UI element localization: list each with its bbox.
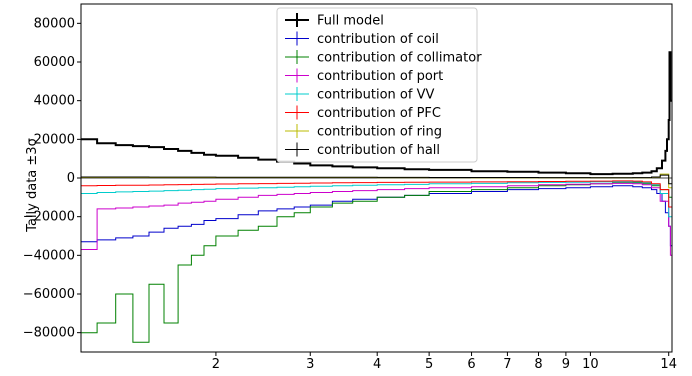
x-tick-label-5: 7 bbox=[503, 357, 511, 372]
y-tick-label-8: −80000 bbox=[23, 326, 75, 341]
y-tick-label-4: 0 bbox=[67, 171, 75, 186]
y-axis-label-group: Tally data ±3σ bbox=[25, 138, 40, 233]
legend: Full model contribution of coil contributi… bbox=[276, 7, 482, 163]
y-tick-label-3: 20000 bbox=[34, 132, 75, 147]
legend-entry-2: contribution of collimator bbox=[317, 51, 482, 66]
series-line-3 bbox=[81, 182, 672, 256]
x-tick-label-3: 5 bbox=[425, 357, 433, 372]
axes: 80000 60000 40000 20000 0 −20000 −40000 −60000 −… bbox=[23, 3, 677, 372]
y-tick-label-7: −60000 bbox=[23, 287, 75, 302]
series-line-1 bbox=[81, 185, 672, 247]
series-line-2 bbox=[81, 182, 672, 343]
y-tick-label-5: −20000 bbox=[23, 210, 75, 225]
series-line-0 bbox=[81, 51, 672, 176]
legend-entry-6: contribution of ring bbox=[317, 125, 442, 140]
x-tick-label-2: 4 bbox=[373, 357, 381, 372]
y-tick-label-0: 80000 bbox=[34, 16, 75, 31]
x-tick-label-0: 2 bbox=[212, 357, 220, 372]
y-axis-label: Tally data ±3σ bbox=[25, 138, 40, 233]
legend-entry-1: contribution of coil bbox=[317, 32, 439, 47]
series-line-7 bbox=[81, 174, 672, 185]
series-line-4 bbox=[81, 181, 672, 218]
x-tick-label-6: 8 bbox=[534, 357, 542, 372]
x-tick-label-9: 14 bbox=[660, 357, 677, 372]
x-tick-label-1: 3 bbox=[306, 357, 314, 372]
x-tick-label-8: 10 bbox=[582, 357, 599, 372]
legend-box bbox=[276, 7, 478, 163]
series-line-5 bbox=[81, 180, 672, 208]
legend-entry-7: contribution of hall bbox=[317, 143, 440, 158]
legend-entry-3: contribution of port bbox=[317, 69, 443, 84]
plot-area bbox=[81, 51, 672, 343]
legend-entry-0: Full model bbox=[317, 14, 384, 29]
y-tick-label-1: 60000 bbox=[34, 55, 75, 70]
legend-entry-4: contribution of VV bbox=[317, 88, 434, 103]
x-tick-label-4: 6 bbox=[467, 357, 475, 372]
y-tick-label-6: −40000 bbox=[23, 248, 75, 263]
x-tick-label-7: 9 bbox=[562, 357, 570, 372]
legend-entry-5: contribution of PFC bbox=[317, 106, 441, 121]
y-tick-label-2: 40000 bbox=[34, 94, 75, 109]
